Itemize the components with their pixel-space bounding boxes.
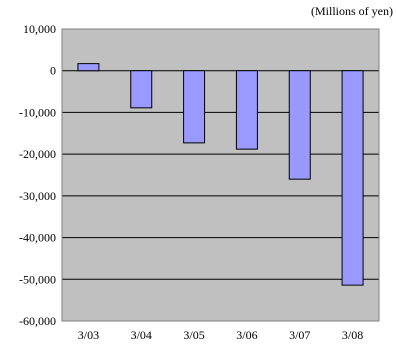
unit-label: (Millions of yen) (311, 4, 393, 18)
x-tick-label-3-08: 3/08 (342, 328, 363, 342)
x-tick-label-3-07: 3/07 (289, 328, 310, 342)
y-tick-label-5: -40,000 (19, 231, 56, 245)
plot-border (61, 28, 380, 322)
y-tick-label-7: -60,000 (19, 314, 56, 328)
bar-3-03 (77, 63, 100, 72)
y-tick-label-0: 10,000 (23, 22, 56, 36)
x-tick-label-3-04: 3/04 (131, 328, 152, 342)
bar-3-06 (235, 70, 258, 150)
x-tick-label-3-03: 3/03 (78, 328, 99, 342)
bar-3-05 (183, 70, 206, 144)
x-tick-label-3-05: 3/05 (183, 328, 204, 342)
x-tick-label-3-06: 3/06 (236, 328, 257, 342)
y-tick-label-4: -30,000 (19, 189, 56, 203)
y-tick-label-6: -50,000 (19, 272, 56, 286)
y-tick-label-2: -10,000 (19, 105, 56, 119)
plot-background (62, 29, 379, 321)
bar-3-07 (288, 70, 311, 180)
bar-3-04 (130, 70, 153, 109)
bar-3-08 (341, 70, 364, 286)
plot-area: 10,000 0 -10,000 -20,000 -30,000 -40,000 -50,0… (19, 22, 380, 342)
y-tick-label-1: 0 (50, 64, 56, 78)
y-tick-label-3: -20,000 (19, 147, 56, 161)
